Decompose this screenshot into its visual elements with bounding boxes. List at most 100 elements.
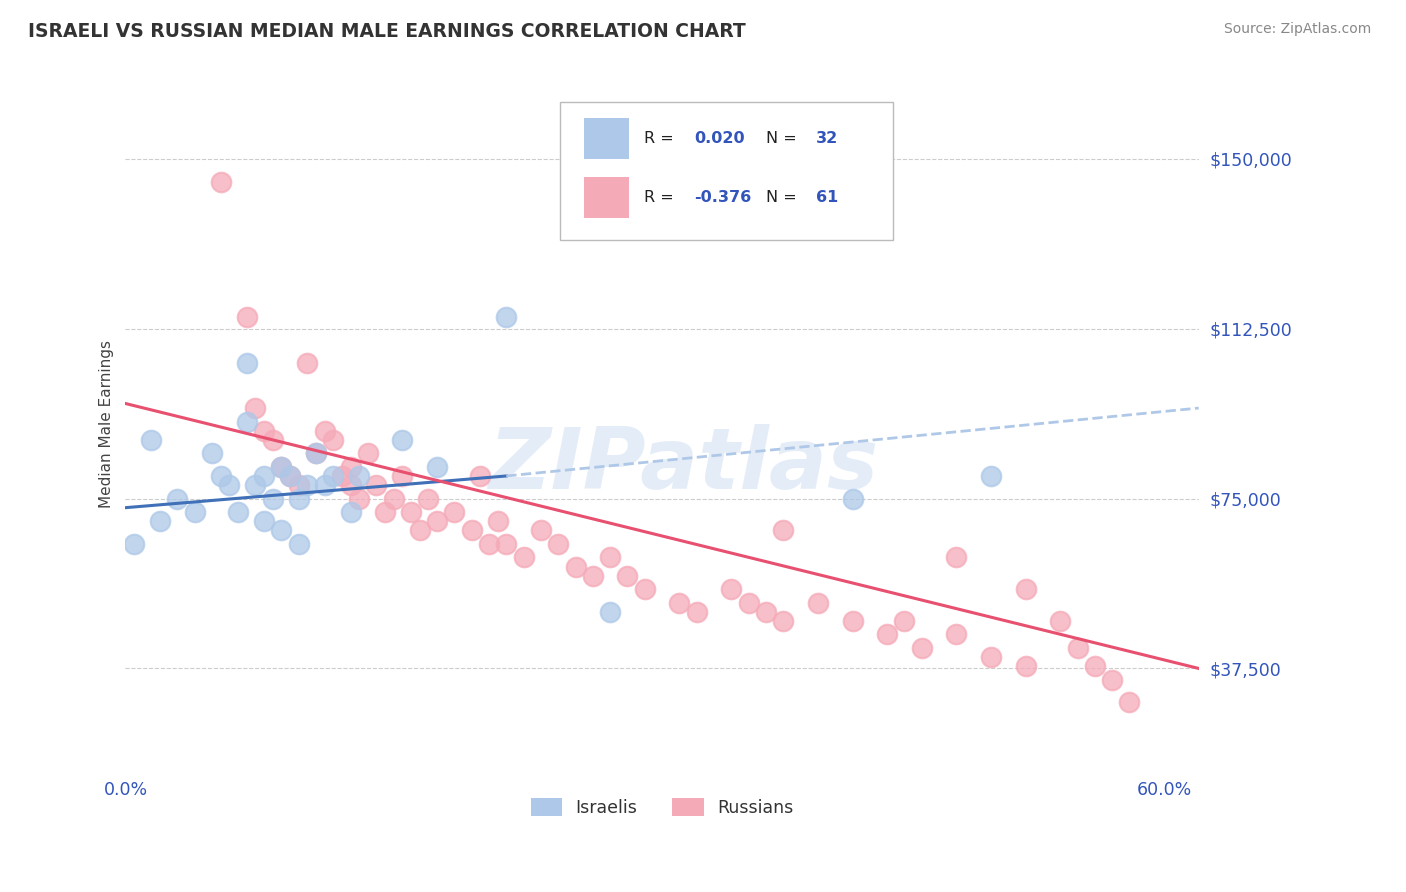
Point [314,478,336,492]
Point [141,433,163,447]
Point [297,356,319,370]
Point [841,491,863,506]
Text: 32: 32 [815,131,838,146]
Point [599,605,621,619]
Point [399,505,422,519]
Text: 61: 61 [815,190,838,205]
Point [737,596,759,610]
Point [297,478,319,492]
Point [235,415,257,429]
Point [668,596,690,610]
Point [1014,582,1036,597]
Point [686,605,709,619]
Point [322,469,344,483]
FancyBboxPatch shape [560,102,893,240]
Text: -0.376: -0.376 [695,190,752,205]
Point [426,514,449,528]
Point [201,446,224,460]
Point [1014,659,1036,673]
Point [720,582,742,597]
Point [314,424,336,438]
Point [339,459,361,474]
Point [1118,695,1140,709]
Point [1066,641,1088,656]
Point [486,514,509,528]
Point [235,310,257,325]
Point [366,478,388,492]
Point [391,433,413,447]
Point [530,524,553,538]
Point [807,596,830,610]
Point [382,491,405,506]
Point [1049,614,1071,628]
Text: 0.020: 0.020 [695,131,745,146]
Point [270,459,292,474]
Point [226,505,249,519]
Text: R =: R = [644,131,679,146]
Point [287,537,309,551]
Point [495,310,517,325]
Point [339,478,361,492]
Point [418,491,440,506]
Point [634,582,657,597]
Point [443,505,465,519]
Point [945,627,967,641]
Point [235,356,257,370]
Point [911,641,934,656]
Point [245,401,267,415]
Point [253,469,276,483]
Point [278,469,301,483]
Point [347,491,370,506]
Point [209,175,232,189]
Text: ZIPatlas: ZIPatlas [488,424,879,507]
Point [270,459,292,474]
Text: N =: N = [766,131,801,146]
Point [478,537,501,551]
Point [409,524,432,538]
Point [1084,659,1107,673]
Point [253,514,276,528]
Point [945,550,967,565]
Text: R =: R = [644,190,679,205]
Point [270,524,292,538]
Text: ISRAELI VS RUSSIAN MEDIAN MALE EARNINGS CORRELATION CHART: ISRAELI VS RUSSIAN MEDIAN MALE EARNINGS … [28,22,745,41]
Text: Source: ZipAtlas.com: Source: ZipAtlas.com [1223,22,1371,37]
Point [262,433,284,447]
Point [426,459,449,474]
Legend: Israelis, Russians: Israelis, Russians [523,791,800,824]
Point [322,433,344,447]
Point [287,478,309,492]
Point [278,469,301,483]
FancyBboxPatch shape [583,177,628,219]
Point [166,491,188,506]
Point [772,614,794,628]
Point [391,469,413,483]
Point [330,469,353,483]
Text: N =: N = [766,190,801,205]
Point [755,605,778,619]
FancyBboxPatch shape [583,118,628,159]
Point [841,614,863,628]
Point [245,478,267,492]
Point [253,424,276,438]
Point [772,524,794,538]
Point [564,559,586,574]
Point [374,505,396,519]
Point [980,650,1002,665]
Point [495,537,517,551]
Point [512,550,534,565]
Point [1101,673,1123,687]
Point [460,524,482,538]
Point [218,478,240,492]
Point [582,568,605,582]
Point [980,469,1002,483]
Point [183,505,205,519]
Point [122,537,145,551]
Point [599,550,621,565]
Point [347,469,370,483]
Point [547,537,569,551]
Point [305,446,328,460]
Y-axis label: Median Male Earnings: Median Male Earnings [100,340,114,508]
Point [262,491,284,506]
Point [470,469,492,483]
